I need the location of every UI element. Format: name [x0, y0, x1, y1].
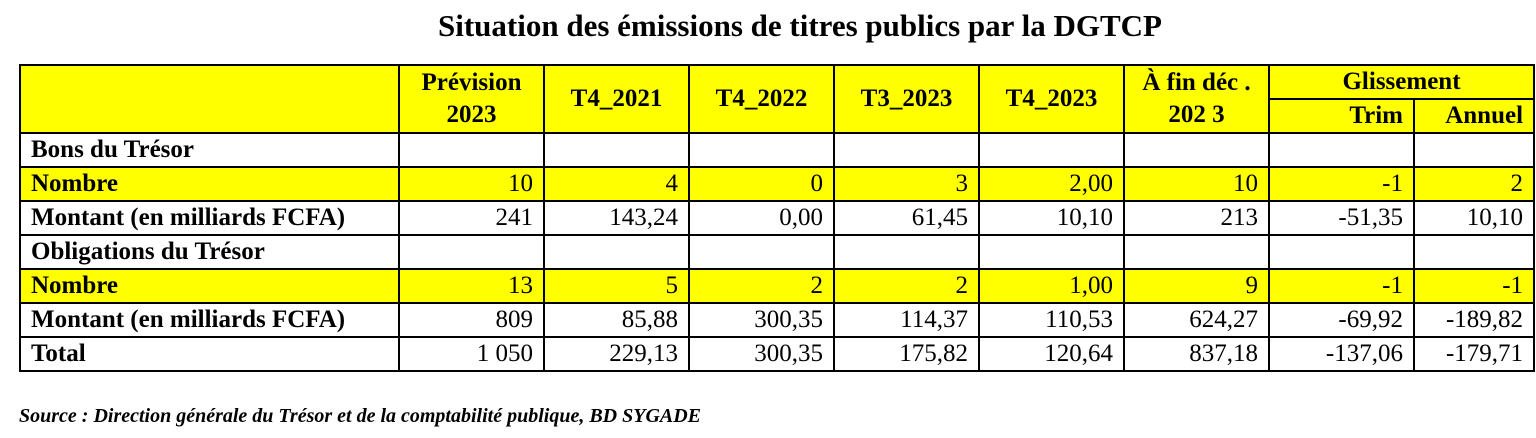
- cell: [1412, 234, 1536, 270]
- table-row: Montant (en milliards FCFA) 809 85,88 30…: [19, 302, 1536, 338]
- cell: 300,35: [688, 336, 835, 372]
- cell: [543, 234, 690, 270]
- cell: 3: [833, 166, 980, 202]
- table-row: Obligations du Trésor: [19, 234, 1536, 270]
- cell: -69,92: [1268, 302, 1415, 338]
- cell: 624,27: [1123, 302, 1270, 338]
- cell: [978, 234, 1125, 270]
- source-note: Source : Direction générale du Trésor et…: [19, 405, 702, 427]
- cell: [833, 234, 980, 270]
- cell: 809: [398, 302, 545, 338]
- table-row: Bons du Trésor: [19, 132, 1536, 168]
- cell: 837,18: [1123, 336, 1270, 372]
- cell: -137,06: [1268, 336, 1415, 372]
- cell: 213: [1123, 200, 1270, 236]
- cell: 2: [1412, 166, 1536, 202]
- row-label: Nombre: [19, 268, 400, 304]
- cell: [1412, 132, 1536, 168]
- cell: 1,00: [978, 268, 1125, 304]
- cell: 241: [398, 200, 545, 236]
- header-row: Prévision 2023 T4_2021 T4_2022 T3_2023 T…: [19, 64, 1536, 134]
- cell: 175,82: [833, 336, 980, 372]
- header-prevision-2023: Prévision 2023: [398, 64, 545, 134]
- cell: [1123, 234, 1270, 270]
- row-label: Obligations du Trésor: [19, 234, 400, 270]
- cell: 1 050: [398, 336, 545, 372]
- cell: [833, 132, 980, 168]
- cell: -1: [1268, 166, 1415, 202]
- row-label: Nombre: [19, 166, 400, 202]
- cell: 10,10: [1412, 200, 1536, 236]
- cell: 120,64: [978, 336, 1125, 372]
- cell: 0,00: [688, 200, 835, 236]
- cell: -179,71: [1412, 336, 1536, 372]
- cell: 5: [543, 268, 690, 304]
- table-row: Montant (en milliards FCFA) 241 143,24 0…: [19, 200, 1536, 236]
- cell: -189,82: [1412, 302, 1536, 338]
- cell: 85,88: [543, 302, 690, 338]
- cell: [1268, 132, 1415, 168]
- cell: 114,37: [833, 302, 980, 338]
- cell: [398, 132, 545, 168]
- header-fin-dec-2023: À fin déc . 202 3: [1123, 64, 1270, 134]
- cell: 10: [1123, 166, 1270, 202]
- header-t4-2023: T4_2023: [978, 64, 1125, 134]
- cell: [1268, 234, 1415, 270]
- header-empty-cell: [19, 64, 400, 134]
- header-t4-2022: T4_2022: [688, 64, 835, 134]
- cell: 143,24: [543, 200, 690, 236]
- row-label: Total: [19, 336, 400, 372]
- cell: [688, 132, 835, 168]
- cell: -51,35: [1268, 200, 1415, 236]
- table-row: Nombre 10 4 0 3 2,00 10 -1 2: [19, 166, 1536, 202]
- header-t3-2023: T3_2023: [833, 64, 980, 134]
- table-row: Nombre 13 5 2 2 1,00 9 -1 -1: [19, 268, 1536, 304]
- header-annuel: Annuel: [1412, 98, 1536, 134]
- cell: 2: [833, 268, 980, 304]
- header-t4-2021: T4_2021: [543, 64, 690, 134]
- header-trim: Trim: [1268, 98, 1415, 134]
- cell: 9: [1123, 268, 1270, 304]
- table-row-total: Total 1 050 229,13 300,35 175,82 120,64 …: [19, 336, 1536, 372]
- emissions-table: Prévision 2023 T4_2021 T4_2022 T3_2023 T…: [19, 64, 1536, 372]
- cell: [688, 234, 835, 270]
- cell: 10: [398, 166, 545, 202]
- cell: [1123, 132, 1270, 168]
- cell: 10,10: [978, 200, 1125, 236]
- page-title: Situation des émissions de titres public…: [437, 8, 1162, 43]
- cell: 2,00: [978, 166, 1125, 202]
- cell: 229,13: [543, 336, 690, 372]
- cell: [978, 132, 1125, 168]
- cell: -1: [1412, 268, 1536, 304]
- cell: 2: [688, 268, 835, 304]
- cell: 13: [398, 268, 545, 304]
- cell: 61,45: [833, 200, 980, 236]
- cell: 0: [688, 166, 835, 202]
- cell: 4: [543, 166, 690, 202]
- cell: 300,35: [688, 302, 835, 338]
- cell: [398, 234, 545, 270]
- cell: [543, 132, 690, 168]
- row-label: Bons du Trésor: [19, 132, 400, 168]
- row-label: Montant (en milliards FCFA): [19, 302, 400, 338]
- cell: -1: [1268, 268, 1415, 304]
- header-glissement: Glissement: [1267, 64, 1536, 100]
- cell: 110,53: [978, 302, 1125, 338]
- row-label: Montant (en milliards FCFA): [19, 200, 400, 236]
